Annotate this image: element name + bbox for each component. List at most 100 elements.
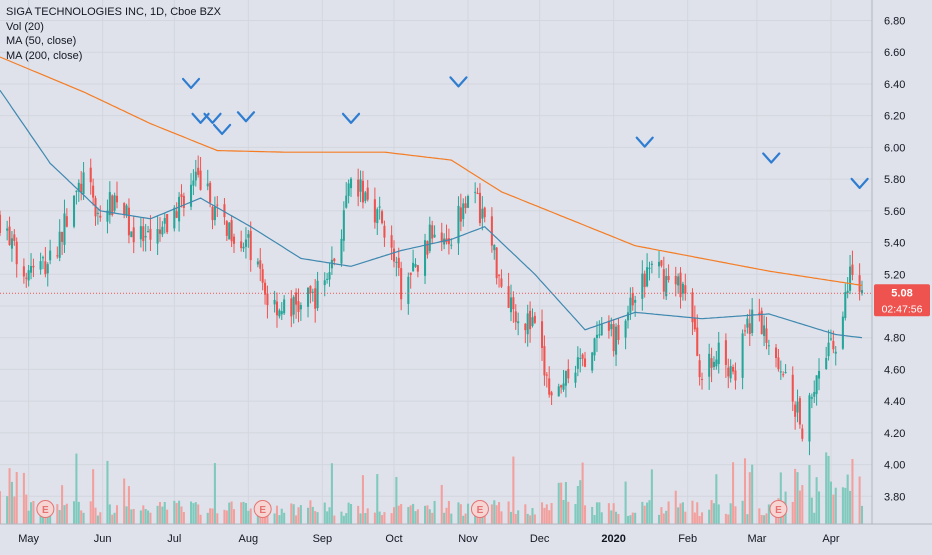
volume-bar: [161, 506, 164, 524]
candle-body: [378, 206, 381, 208]
volume-bar: [679, 503, 682, 524]
volume-bar: [63, 505, 66, 524]
price-axis[interactable]: [872, 0, 932, 524]
legend-volume[interactable]: Vol (20): [6, 20, 44, 33]
volume-bar: [299, 505, 302, 524]
candle-body: [41, 257, 45, 259]
earnings-marker: [253, 500, 272, 518]
volume-bar: [58, 510, 61, 524]
candle-body: [82, 172, 85, 194]
volume-bar: [111, 514, 114, 524]
candle-body: [498, 274, 501, 276]
earnings-marker-label: E: [42, 505, 49, 516]
time-tick-label: Mar: [747, 533, 766, 545]
candle-body: [548, 378, 551, 395]
volume-bar: [340, 511, 343, 524]
volume-bar: [409, 505, 412, 524]
volume-bar: [684, 511, 687, 524]
candle-body: [624, 320, 627, 338]
candle-body: [123, 203, 126, 215]
candle-body: [65, 216, 68, 227]
candle-body: [576, 357, 579, 369]
candle-body: [232, 236, 236, 244]
volume-bar: [531, 507, 534, 524]
volume-bar: [15, 471, 18, 524]
candle-body: [717, 342, 720, 365]
volume-bar: [189, 501, 193, 524]
candle-body: [483, 207, 486, 218]
volume-bar: [478, 515, 481, 524]
candle-body: [858, 275, 861, 292]
candle-body: [230, 220, 233, 242]
candle-body: [674, 275, 677, 285]
volume-bar: [390, 513, 393, 524]
candle-body: [390, 235, 393, 248]
time-axis[interactable]: [0, 524, 932, 550]
volume-bar: [741, 500, 744, 524]
volume-bar: [94, 507, 97, 524]
candle-body: [316, 280, 319, 309]
earnings-marker: [769, 500, 788, 518]
candle-body: [846, 290, 849, 294]
candle-body: [244, 239, 247, 247]
candle-body: [500, 278, 503, 287]
candle-body: [8, 226, 11, 246]
candle-body: [340, 238, 343, 264]
volume-bar: [99, 512, 102, 524]
time-tick-label: Nov: [458, 533, 478, 545]
volume-bar: [624, 481, 627, 524]
candle-body: [517, 321, 520, 324]
volume-bar: [423, 505, 427, 524]
candle-body: [708, 353, 711, 377]
candle-body: [557, 386, 560, 397]
volume-bar: [817, 491, 821, 524]
candle-body: [156, 229, 159, 244]
candle-body: [278, 310, 281, 317]
volume-bar: [858, 476, 861, 524]
volume-bar: [495, 505, 498, 524]
volume-bar: [383, 512, 386, 524]
legend-ma200[interactable]: MA (200, close): [6, 49, 83, 62]
symbol-title[interactable]: SIGA TECHNOLOGIES INC, 1D, Cboe BZX: [6, 6, 221, 18]
candle-body: [6, 228, 9, 231]
candle-body: [209, 182, 212, 203]
volume-bar: [810, 497, 813, 524]
candle-body: [700, 378, 704, 380]
volume-bar: [142, 505, 145, 524]
candle-body: [158, 229, 162, 234]
volume-bar: [658, 514, 661, 524]
signal-chevron: [635, 136, 654, 148]
candle-body: [130, 231, 133, 238]
price-tick-label: 4.00: [884, 460, 905, 472]
signal-chevron: [203, 112, 222, 124]
volume-bar: [149, 512, 152, 524]
volume-bar: [311, 506, 314, 524]
candle-body: [765, 328, 768, 343]
candle-body: [643, 273, 646, 287]
volume-bar: [801, 485, 804, 524]
candle-body: [13, 234, 16, 241]
candle-body: [15, 241, 18, 265]
volume-bar: [178, 500, 181, 524]
volume-bar: [197, 504, 200, 524]
volume-bar: [641, 501, 644, 524]
volume-bar: [665, 510, 668, 524]
candle-body: [464, 203, 467, 209]
volume-bar: [295, 515, 298, 524]
volume-bar: [297, 507, 300, 524]
volume-bar: [395, 477, 398, 524]
candle-body: [345, 195, 348, 208]
candle-body: [373, 199, 376, 223]
volume-bar: [600, 512, 603, 524]
price-tick-label: 6.20: [884, 111, 905, 123]
volume-bar: [392, 507, 396, 524]
earnings-marker: [470, 500, 489, 518]
candle-body: [650, 263, 653, 265]
candle-body: [94, 198, 97, 217]
legend-ma50[interactable]: MA (50, close): [6, 35, 77, 47]
volume-bar: [359, 513, 362, 524]
candle-body: [529, 310, 532, 330]
ma200-line: [0, 56, 863, 286]
